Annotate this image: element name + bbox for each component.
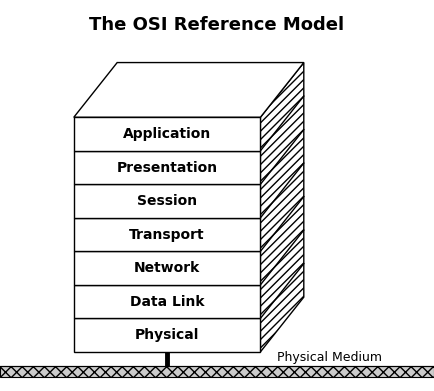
Bar <box>74 218 260 251</box>
Bar <box>74 285 260 318</box>
Bar <box>74 151 260 184</box>
Text: Session: Session <box>137 194 197 208</box>
Text: Application: Application <box>123 127 211 141</box>
Bar <box>0 366 434 377</box>
Text: Physical Medium: Physical Medium <box>277 351 382 364</box>
Bar <box>74 184 260 218</box>
Text: Data Link: Data Link <box>130 295 204 308</box>
Text: Physical: Physical <box>135 328 199 342</box>
Polygon shape <box>74 63 304 117</box>
Bar <box>74 251 260 285</box>
Bar <box>74 318 260 352</box>
Text: Transport: Transport <box>129 228 205 242</box>
Text: The OSI Reference Model: The OSI Reference Model <box>89 16 345 34</box>
Bar <box>74 117 260 151</box>
Text: Presentation: Presentation <box>116 161 218 174</box>
Polygon shape <box>260 63 304 352</box>
Text: Network: Network <box>134 261 200 275</box>
